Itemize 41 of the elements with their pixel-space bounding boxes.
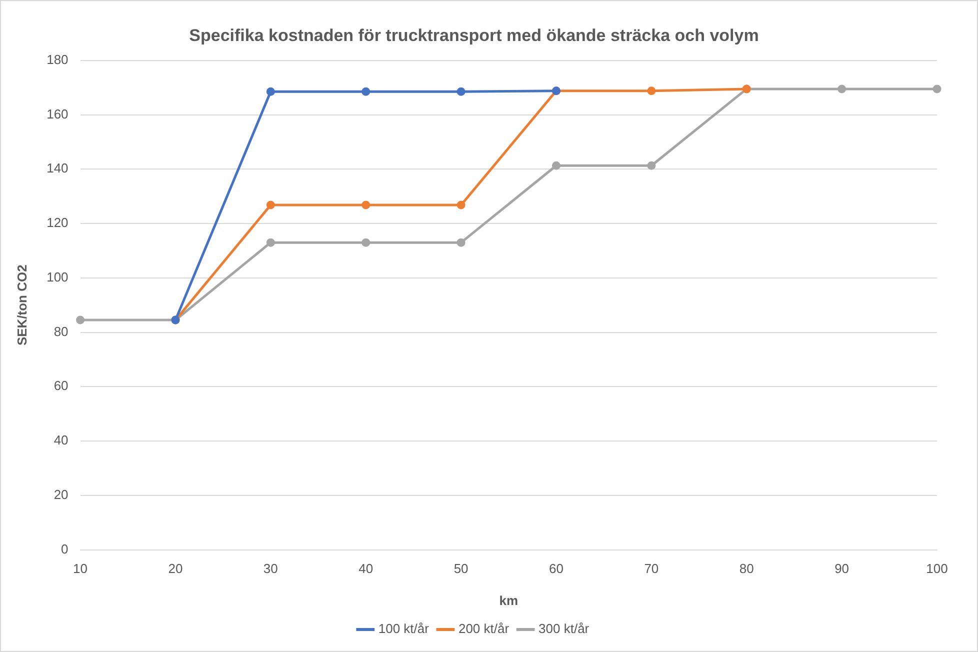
point xyxy=(647,86,656,96)
point xyxy=(647,161,656,170)
point xyxy=(362,200,370,210)
chart-title: Specifika kostnaden för trucktransport med ökande sträcka och volym xyxy=(189,26,759,45)
y-tick-label: 20 xyxy=(54,487,68,502)
legend-label: 100 kt/år xyxy=(378,621,430,636)
y-tick-label: 0 xyxy=(61,541,68,556)
point xyxy=(456,87,466,96)
point xyxy=(838,84,846,94)
y-tick-label: 80 xyxy=(54,324,68,339)
x-tick-label: 20 xyxy=(168,561,183,576)
x-tick-label: 80 xyxy=(739,561,754,576)
x-tick-label: 40 xyxy=(358,561,374,576)
x-tick-label: 70 xyxy=(644,561,659,576)
x-tick-label: 30 xyxy=(263,561,278,576)
y-tick-label: 160 xyxy=(46,106,68,122)
x-tick-label: 50 xyxy=(454,561,468,576)
y-tick-label: 60 xyxy=(54,378,68,394)
point xyxy=(362,238,370,247)
x-tick-label: 10 xyxy=(73,561,88,576)
legend-label: 200 kt/år xyxy=(458,621,510,636)
point xyxy=(456,238,466,247)
y-tick-label: 40 xyxy=(54,432,68,448)
point xyxy=(932,84,942,94)
y-tick-label: 100 xyxy=(46,269,68,284)
point xyxy=(76,316,85,324)
y-tick-label: 120 xyxy=(46,215,68,230)
point xyxy=(266,87,275,96)
x-axis-title: km xyxy=(499,592,518,608)
y-tick-label: 140 xyxy=(46,160,68,176)
point xyxy=(362,87,370,96)
point xyxy=(266,200,275,210)
point xyxy=(456,200,466,210)
point xyxy=(266,238,275,247)
y-axis-title: SEK/ton CO2 xyxy=(14,264,30,346)
x-tick-label: 60 xyxy=(549,561,564,576)
x-tick-label: 100 xyxy=(926,561,948,576)
x-tick-label: 90 xyxy=(834,561,850,576)
point xyxy=(552,161,560,170)
legend-label: 300 kt/år xyxy=(538,621,590,636)
y-tick-label: 180 xyxy=(46,52,68,67)
